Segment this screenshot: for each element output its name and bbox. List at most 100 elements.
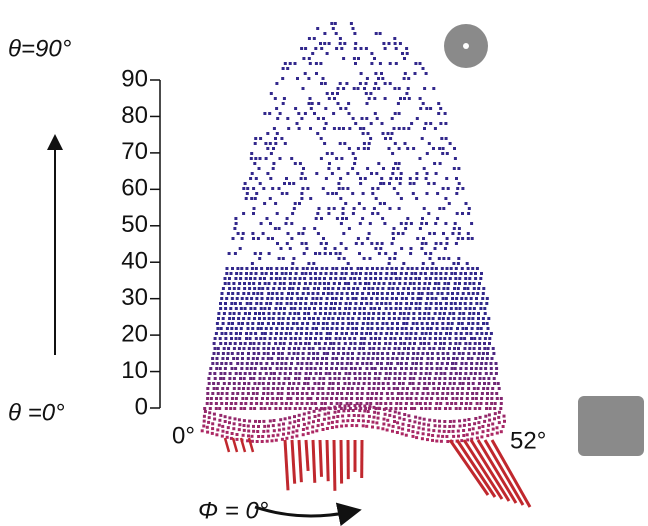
dot	[232, 382, 236, 385]
dot	[211, 422, 215, 426]
particle-pore	[463, 43, 469, 49]
dot	[349, 362, 353, 365]
dot	[313, 112, 316, 115]
dot	[338, 307, 342, 310]
dot	[313, 382, 317, 385]
dot	[390, 132, 394, 135]
dot	[277, 322, 281, 325]
dot	[362, 127, 366, 130]
dot	[485, 407, 488, 410]
dot	[483, 312, 487, 315]
dot	[410, 407, 413, 410]
dot	[406, 352, 410, 355]
dot	[202, 424, 206, 428]
dot	[373, 307, 377, 310]
dot	[297, 382, 301, 385]
dot	[442, 287, 446, 290]
dot	[323, 82, 327, 85]
dot	[390, 242, 394, 245]
dot	[400, 297, 404, 300]
dot	[414, 272, 418, 275]
dot	[280, 322, 284, 325]
dot	[423, 87, 427, 90]
dot	[359, 177, 362, 180]
dot	[333, 22, 337, 25]
dot	[454, 242, 458, 245]
dot	[277, 382, 281, 385]
dot	[386, 418, 390, 422]
dot	[489, 372, 493, 375]
dot	[453, 147, 456, 150]
dot	[226, 292, 230, 295]
dot	[410, 327, 414, 330]
dot	[453, 302, 457, 305]
dot	[249, 272, 253, 275]
dot	[248, 287, 252, 290]
dot	[301, 87, 305, 90]
dot	[396, 322, 399, 325]
dot	[238, 302, 242, 305]
dot	[484, 367, 488, 370]
dot	[212, 342, 216, 345]
dot	[384, 137, 387, 140]
dot	[444, 197, 448, 200]
dot	[314, 407, 318, 410]
dot	[445, 242, 449, 245]
dot	[395, 402, 399, 405]
dot	[322, 352, 326, 355]
y-tick-label: 0	[135, 393, 148, 420]
dot	[354, 122, 358, 125]
dot	[445, 402, 449, 405]
dot	[444, 272, 448, 275]
dot	[358, 82, 362, 85]
dot	[445, 332, 448, 335]
dot	[226, 357, 229, 360]
dot	[250, 197, 254, 200]
dot	[276, 347, 280, 350]
dot	[222, 347, 226, 350]
dot	[441, 152, 445, 155]
dot	[267, 347, 271, 350]
dot	[342, 377, 346, 380]
dot	[214, 402, 218, 405]
dot	[253, 277, 257, 280]
dot	[452, 419, 456, 423]
dot	[374, 82, 378, 85]
dot	[351, 327, 355, 330]
dot	[396, 232, 400, 235]
dot	[220, 434, 224, 438]
dot	[348, 302, 352, 305]
dot	[258, 420, 261, 423]
dot	[233, 227, 237, 230]
dot	[304, 297, 308, 300]
dot	[287, 292, 290, 295]
dot	[352, 382, 356, 385]
dot	[444, 407, 447, 410]
dot	[255, 392, 259, 395]
dot	[319, 302, 323, 305]
dot	[372, 382, 376, 385]
dot	[483, 347, 487, 350]
dot	[266, 172, 270, 175]
dot	[278, 157, 282, 160]
dot	[261, 397, 264, 400]
dot	[471, 432, 475, 436]
dot	[461, 387, 465, 390]
dot	[414, 332, 418, 335]
dot	[354, 302, 358, 305]
dot	[392, 237, 395, 240]
dot	[377, 312, 381, 315]
dot	[228, 377, 232, 380]
dot	[275, 397, 279, 400]
dot	[428, 277, 432, 280]
dot	[300, 197, 304, 200]
dot	[359, 342, 363, 345]
dot	[254, 272, 258, 275]
dot	[428, 332, 432, 335]
dot	[407, 127, 411, 130]
dot	[387, 312, 391, 315]
dot	[323, 277, 326, 280]
dot	[239, 342, 243, 345]
dot	[242, 187, 246, 190]
dot	[347, 409, 351, 413]
